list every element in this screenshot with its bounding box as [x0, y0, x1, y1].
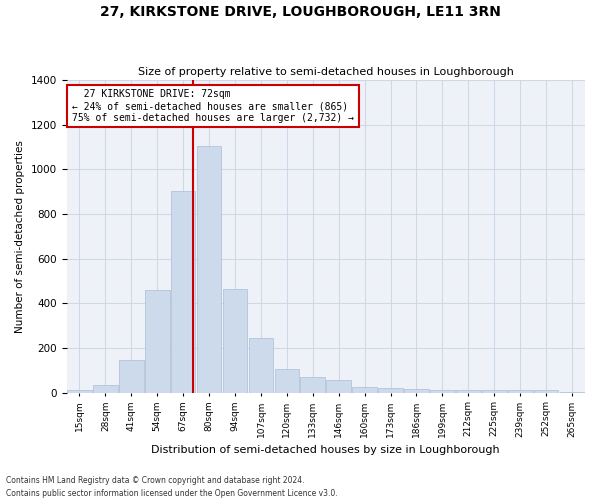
Bar	[197, 146, 221, 392]
Bar	[171, 190, 196, 392]
Bar	[93, 385, 118, 392]
Bar	[248, 338, 273, 392]
Bar	[119, 360, 143, 392]
Bar	[275, 368, 299, 392]
Y-axis label: Number of semi-detached properties: Number of semi-detached properties	[15, 140, 25, 333]
Bar	[430, 390, 455, 392]
Bar	[508, 390, 533, 392]
X-axis label: Distribution of semi-detached houses by size in Loughborough: Distribution of semi-detached houses by …	[151, 445, 500, 455]
Bar	[482, 390, 506, 392]
Text: 27, KIRKSTONE DRIVE, LOUGHBOROUGH, LE11 3RN: 27, KIRKSTONE DRIVE, LOUGHBOROUGH, LE11 …	[100, 5, 500, 19]
Bar	[534, 390, 559, 392]
Bar	[223, 289, 247, 393]
Bar	[404, 388, 429, 392]
Bar	[326, 380, 351, 392]
Text: Contains HM Land Registry data © Crown copyright and database right 2024.
Contai: Contains HM Land Registry data © Crown c…	[6, 476, 338, 498]
Bar	[456, 390, 481, 392]
Title: Size of property relative to semi-detached houses in Loughborough: Size of property relative to semi-detach…	[138, 66, 514, 76]
Bar	[378, 388, 403, 392]
Bar	[301, 377, 325, 392]
Bar	[145, 290, 170, 392]
Bar	[352, 386, 377, 392]
Bar	[67, 390, 92, 392]
Text: 27 KIRKSTONE DRIVE: 72sqm
← 24% of semi-detached houses are smaller (865)
75% of: 27 KIRKSTONE DRIVE: 72sqm ← 24% of semi-…	[72, 90, 354, 122]
